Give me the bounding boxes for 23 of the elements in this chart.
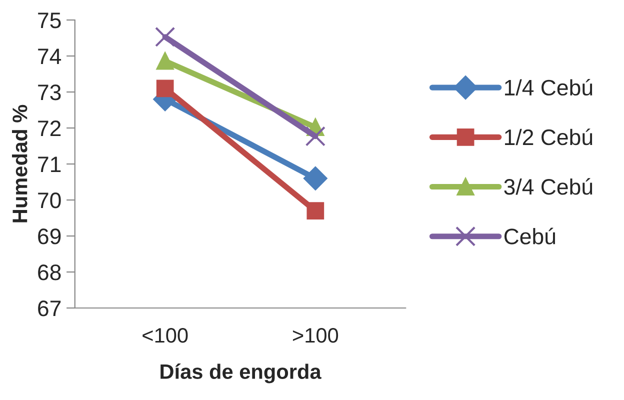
y-tick-label: 75 <box>38 12 61 28</box>
y-tick-label: 70 <box>38 192 61 208</box>
y-tick-label: 67 <box>38 300 61 316</box>
x-tick-label: <100 <box>142 328 188 343</box>
y-tick-label: 73 <box>38 84 61 100</box>
y-tick-label: 72 <box>38 120 61 136</box>
y-tick-label: 69 <box>38 228 61 244</box>
legend-label: 3/4 Cebú <box>504 178 592 195</box>
x-tick-label: >100 <box>292 328 338 343</box>
point <box>306 202 324 220</box>
point <box>156 80 174 98</box>
x-axis-title: Días de engorda <box>160 364 322 384</box>
legend-label: 1/2 Cebú <box>505 128 592 146</box>
legend-label: Cebú <box>504 228 556 244</box>
point <box>305 126 326 146</box>
y-tick-label: 74 <box>38 48 62 64</box>
point <box>304 166 328 190</box>
point <box>156 52 174 70</box>
y-tick-label: 71 <box>38 156 61 172</box>
y-axis-title: Humedad % <box>12 104 28 222</box>
point <box>155 26 176 47</box>
legend-label: 1/4 Cebú <box>505 78 592 96</box>
y-tick-label: 68 <box>38 264 61 280</box>
